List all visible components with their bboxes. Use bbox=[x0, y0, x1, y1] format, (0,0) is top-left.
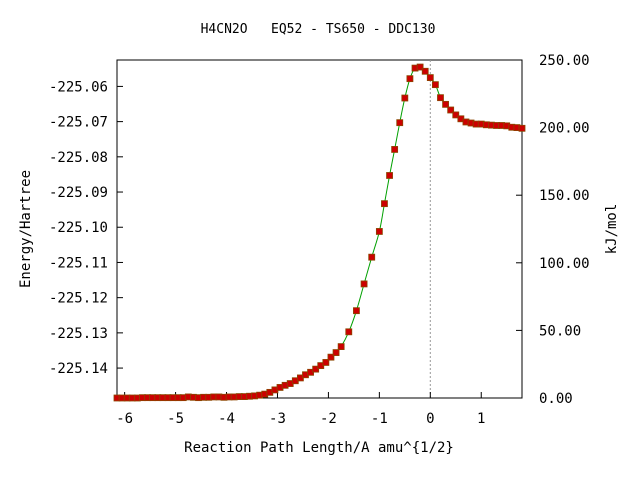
data-point bbox=[386, 172, 393, 179]
x-tick-label: -5 bbox=[167, 411, 184, 427]
y-tick-label: -225.09 bbox=[49, 185, 108, 201]
y-tick-label: -225.12 bbox=[49, 291, 108, 307]
data-point bbox=[337, 343, 345, 351]
data-point bbox=[406, 75, 414, 83]
data-point bbox=[345, 328, 353, 336]
x-tick-label: -2 bbox=[320, 411, 337, 427]
y2-tick-label: 0.00 bbox=[539, 391, 573, 407]
data-point bbox=[332, 349, 340, 356]
y-axis-label: Energy/Hartree bbox=[18, 170, 34, 288]
y-tick-label: -225.14 bbox=[49, 361, 108, 377]
data-point bbox=[391, 146, 399, 153]
x-axis-ticks: -6 -5 -4 -3 -2 -1 0 1 bbox=[116, 392, 485, 427]
x-tick-label: 0 bbox=[426, 411, 434, 427]
data-point bbox=[312, 365, 320, 373]
data-point bbox=[353, 307, 360, 315]
y-tick-label: -225.06 bbox=[49, 79, 108, 95]
data-point bbox=[452, 111, 460, 119]
x-tick-label: -6 bbox=[116, 411, 133, 427]
x-tick-label: -3 bbox=[269, 411, 286, 427]
data-point bbox=[442, 100, 449, 108]
data-point bbox=[381, 200, 388, 208]
x-tick-label: -1 bbox=[371, 411, 388, 427]
data-point bbox=[368, 253, 376, 261]
y2-tick-label: 50.00 bbox=[539, 323, 581, 339]
data-point bbox=[431, 81, 439, 89]
y2-tick-label: 200.00 bbox=[539, 121, 590, 137]
data-point bbox=[421, 67, 429, 75]
data-point bbox=[327, 353, 335, 361]
y-tick-label: -225.13 bbox=[49, 326, 108, 342]
chart-title: H4CN2O EQ52 - TS650 - DDC130 bbox=[201, 22, 436, 37]
data-point bbox=[401, 94, 409, 102]
data-point bbox=[447, 106, 455, 114]
y2-tick-label: 250.00 bbox=[539, 53, 590, 69]
y2-tick-label: 100.00 bbox=[539, 256, 590, 272]
y-tick-label: -225.11 bbox=[49, 255, 108, 271]
y-tick-label: -225.10 bbox=[49, 220, 108, 236]
data-point bbox=[518, 124, 526, 132]
y-axis-ticks: -225.06 -225.07 -225.08 -225.09 -225.10 -225.… bbox=[49, 79, 123, 377]
y2-axis-label: kJ/mol bbox=[604, 204, 620, 255]
data-point bbox=[396, 119, 404, 127]
data-points bbox=[113, 63, 526, 402]
y2-axis-ticks: 0.00 50.00 100.00 150.00 200.00 250.00 bbox=[516, 53, 590, 407]
data-point bbox=[437, 94, 444, 102]
x-axis-label: Reaction Path Length/A amu^{1/2} bbox=[184, 440, 454, 456]
y2-tick-label: 150.00 bbox=[539, 188, 590, 204]
data-point bbox=[375, 228, 383, 235]
plot-frame bbox=[116, 59, 523, 399]
data-point bbox=[360, 280, 368, 288]
data-point bbox=[426, 74, 434, 81]
y-tick-label: -225.08 bbox=[49, 150, 108, 166]
x-tick-label: -4 bbox=[218, 411, 235, 427]
x-tick-label: 1 bbox=[477, 411, 485, 427]
data-point bbox=[322, 359, 330, 366]
y-tick-label: -225.07 bbox=[49, 115, 108, 131]
data-point bbox=[416, 63, 424, 71]
